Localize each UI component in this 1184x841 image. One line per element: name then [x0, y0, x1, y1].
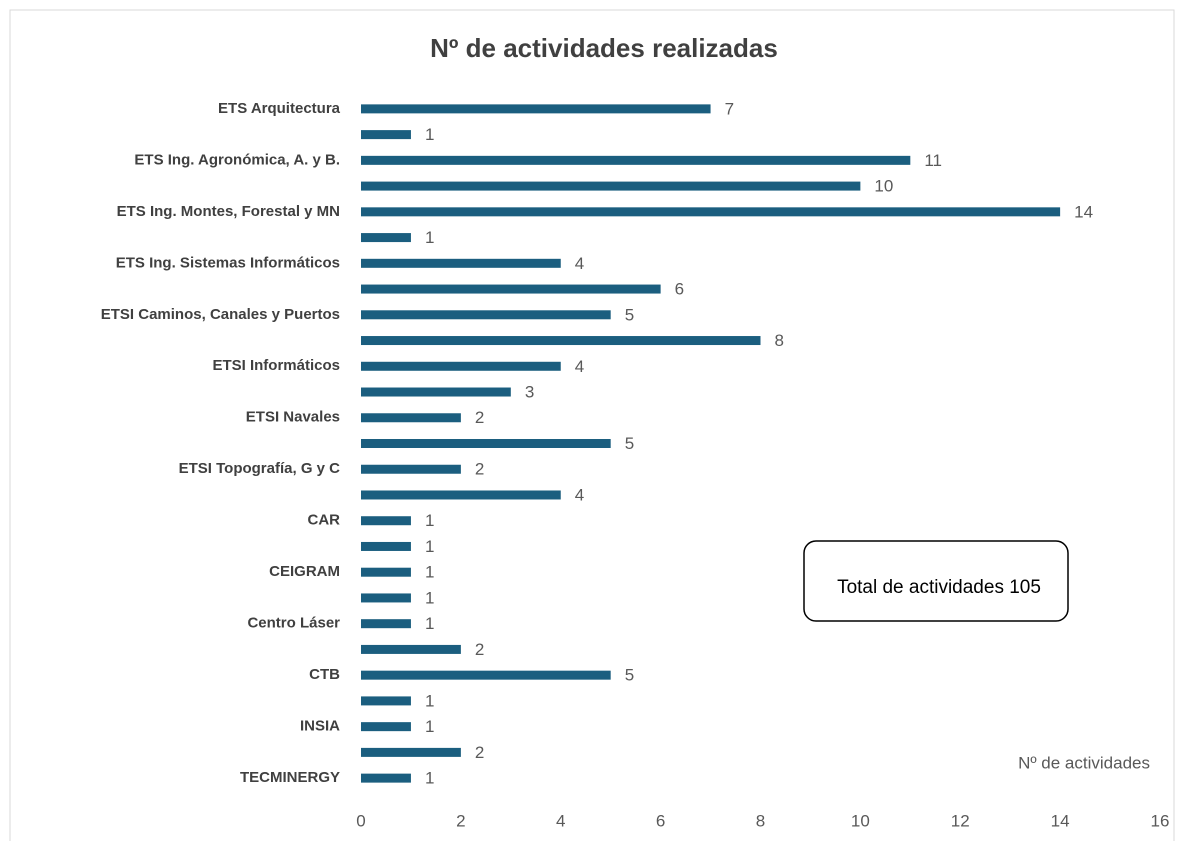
- data-label: 8: [775, 331, 784, 350]
- bar: [361, 722, 411, 732]
- bar: [361, 413, 461, 423]
- y-tick-label: ETSI Navales: [246, 409, 340, 426]
- y-tick-label: CTB: [309, 666, 340, 683]
- data-label: 3: [525, 383, 534, 402]
- data-label: 2: [475, 640, 484, 659]
- chart-title: Nº de actividades realizadas: [430, 33, 778, 63]
- data-label: 1: [425, 614, 434, 633]
- bar: [361, 747, 461, 757]
- bar: [361, 490, 561, 500]
- bar: [361, 387, 511, 397]
- x-tick-label: 8: [756, 811, 765, 830]
- bar: [361, 670, 611, 680]
- annotation: Total de actividades 105: [837, 577, 1041, 598]
- bar: [361, 567, 411, 577]
- bar: [361, 181, 861, 191]
- bar: [361, 284, 661, 294]
- y-tick-label: ETSI Topografía, G y C: [179, 460, 341, 477]
- bar: [361, 773, 411, 783]
- data-label: 1: [425, 588, 434, 607]
- bar: [361, 541, 411, 551]
- y-tick-label: CEIGRAM: [269, 563, 340, 580]
- x-tick-label: 6: [656, 811, 665, 830]
- x-axis-label: Nº de actividades: [1018, 753, 1150, 772]
- x-tick-label: 12: [951, 811, 970, 830]
- x-tick-label: 10: [851, 811, 870, 830]
- bar: [361, 130, 411, 140]
- x-tick-label: 14: [1051, 811, 1070, 830]
- y-tick-label: ETS Arquitectura: [218, 100, 341, 117]
- data-label: 11: [924, 151, 942, 170]
- data-label: 5: [625, 434, 634, 453]
- bar: [361, 258, 561, 268]
- data-label: 14: [1074, 202, 1093, 221]
- x-tick-label: 0: [356, 811, 365, 830]
- y-tick-label: Centro Láser: [247, 615, 340, 632]
- x-tick-label: 16: [1151, 811, 1170, 830]
- bar: [361, 310, 611, 320]
- data-label: 6: [675, 280, 684, 299]
- data-label: 1: [425, 228, 434, 247]
- bar: [361, 361, 561, 371]
- y-tick-label: ETS Ing. Montes, Forestal y MN: [117, 203, 340, 220]
- chart-frame: [9, 9, 1175, 841]
- data-label: 1: [425, 717, 434, 736]
- y-tick-label: CAR: [308, 512, 341, 529]
- bar: [361, 516, 411, 526]
- data-label: 2: [475, 460, 484, 479]
- data-label: 1: [425, 537, 434, 556]
- data-label: 2: [475, 743, 484, 762]
- y-tick-label: ETSI Caminos, Canales y Puertos: [101, 306, 340, 323]
- y-tick-label: INSIA: [300, 718, 340, 735]
- y-tick-label: ETS Ing. Agronómica, A. y B.: [134, 151, 340, 168]
- data-label: 4: [575, 254, 584, 273]
- x-tick-label: 2: [456, 811, 465, 830]
- data-label: 5: [625, 305, 634, 324]
- data-label: 2: [475, 408, 484, 427]
- bar: [361, 464, 461, 474]
- bar: [361, 233, 411, 243]
- bar: [361, 696, 411, 706]
- data-label: 1: [425, 691, 434, 710]
- annotation-box: [803, 540, 1069, 622]
- data-label: 1: [425, 125, 434, 144]
- data-label: 4: [575, 357, 584, 376]
- y-tick-label: ETS Ing. Sistemas Informáticos: [116, 254, 340, 271]
- data-label: 7: [725, 99, 734, 118]
- bar: [361, 155, 911, 165]
- bar: [361, 207, 1061, 217]
- bar: [361, 593, 411, 603]
- bar: [361, 336, 761, 346]
- x-tick-label: 4: [556, 811, 565, 830]
- bar: [361, 104, 711, 114]
- data-label: 5: [625, 666, 634, 685]
- y-tick-label: ETSI Informáticos: [212, 357, 340, 374]
- data-label: 1: [425, 563, 434, 582]
- data-label: 1: [425, 769, 434, 788]
- data-label: 10: [874, 177, 893, 196]
- bar: [361, 619, 411, 629]
- bar: [361, 439, 611, 448]
- y-tick-label: TECMINERGY: [240, 769, 340, 786]
- data-label: 4: [575, 485, 584, 504]
- bar: [361, 644, 461, 654]
- data-label: 1: [425, 511, 434, 530]
